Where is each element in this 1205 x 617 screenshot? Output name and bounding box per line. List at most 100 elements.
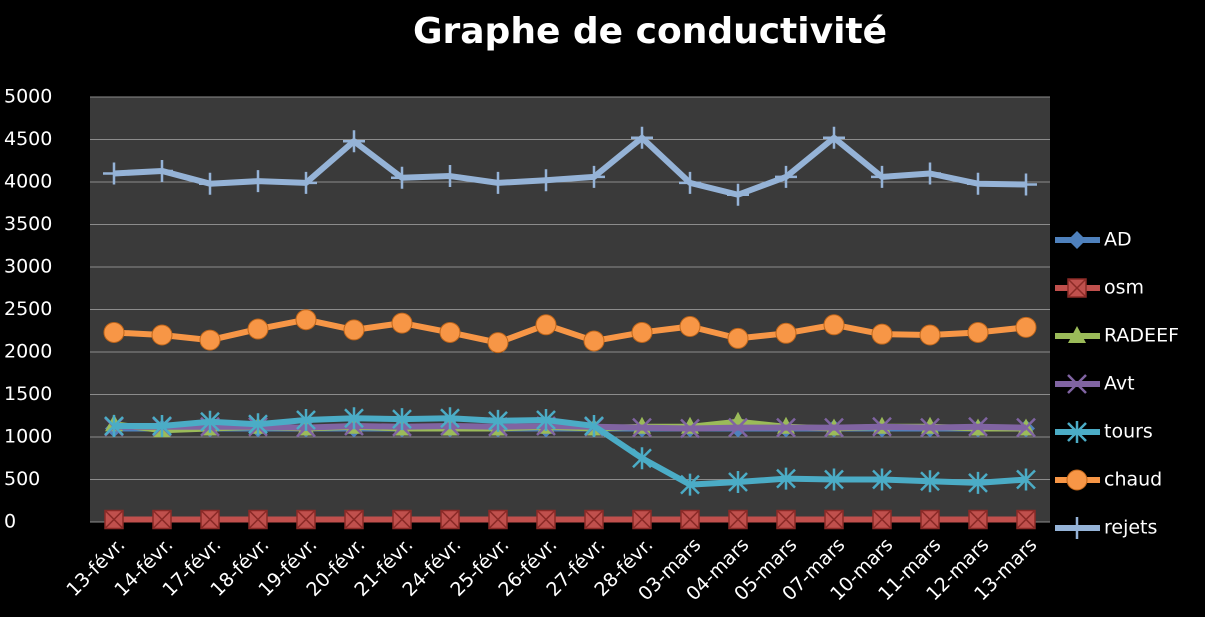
y-tick-label: 1000	[4, 426, 52, 448]
marker	[1016, 417, 1036, 438]
marker	[920, 470, 940, 493]
marker	[440, 407, 460, 430]
marker	[1067, 278, 1087, 298]
marker	[679, 316, 701, 337]
marker	[103, 162, 125, 185]
marker	[1066, 517, 1088, 539]
marker	[919, 324, 941, 346]
marker	[1015, 173, 1037, 196]
y-tick-label: 500	[4, 468, 40, 490]
marker	[631, 126, 653, 149]
marker	[391, 166, 413, 189]
marker	[104, 414, 124, 437]
marker	[200, 410, 220, 433]
y-tick-label: 5000	[4, 86, 52, 108]
marker	[247, 318, 269, 340]
marker	[824, 509, 844, 530]
marker	[151, 159, 173, 182]
series-line	[114, 415, 1027, 488]
marker	[680, 418, 700, 439]
marker	[344, 407, 364, 430]
legend-label: Avt	[1104, 373, 1135, 395]
marker	[871, 323, 893, 345]
marker	[775, 322, 797, 344]
marker	[487, 171, 509, 194]
marker	[1066, 469, 1088, 491]
y-tick-label: 3000	[4, 256, 52, 278]
marker	[296, 509, 316, 530]
y-tick-label: 2000	[4, 341, 52, 363]
marker	[872, 416, 892, 437]
marker	[1015, 316, 1037, 338]
y-tick-label: 4500	[4, 128, 52, 150]
marker	[103, 321, 125, 343]
y-tick-label: 2500	[4, 298, 52, 320]
marker	[920, 417, 940, 438]
marker	[824, 468, 844, 491]
marker	[1068, 326, 1086, 343]
marker	[535, 169, 557, 192]
marker	[632, 417, 652, 438]
marker	[392, 408, 412, 431]
y-tick-label: 0	[4, 511, 16, 533]
marker	[536, 509, 556, 530]
marker	[151, 324, 173, 346]
marker	[343, 130, 365, 153]
marker	[487, 332, 509, 354]
marker	[680, 509, 700, 530]
marker	[919, 162, 941, 185]
marker	[248, 413, 268, 436]
marker	[968, 509, 988, 530]
marker	[199, 172, 221, 195]
marker	[728, 471, 748, 494]
marker	[584, 509, 604, 530]
marker	[920, 509, 940, 530]
marker	[872, 468, 892, 491]
marker	[248, 509, 268, 530]
marker	[247, 170, 269, 193]
marker	[535, 314, 557, 336]
marker	[344, 509, 364, 530]
chart-title: Graphe de conductivité	[413, 11, 887, 52]
marker	[824, 417, 844, 438]
marker	[871, 165, 893, 188]
marker	[536, 409, 556, 431]
marker	[1068, 231, 1086, 249]
legend-label: rejets	[1104, 517, 1157, 539]
legend-label: tours	[1104, 421, 1153, 443]
marker	[727, 327, 749, 349]
marker	[488, 409, 508, 432]
marker	[439, 165, 461, 188]
marker	[392, 509, 412, 530]
y-tick-label: 1500	[4, 383, 52, 405]
series-line	[114, 422, 1027, 432]
marker	[631, 321, 653, 343]
marker	[391, 312, 413, 334]
marker	[728, 509, 748, 530]
marker	[680, 473, 700, 496]
marker	[199, 329, 221, 351]
marker	[1016, 468, 1036, 491]
marker	[728, 417, 748, 438]
legend-label: AD	[1104, 229, 1132, 251]
marker	[583, 330, 605, 352]
y-tick-label: 4000	[4, 171, 52, 193]
marker	[584, 414, 604, 437]
marker	[439, 321, 461, 343]
marker	[200, 509, 220, 530]
marker	[440, 509, 460, 530]
marker	[967, 172, 989, 195]
marker	[776, 417, 796, 438]
legend-label: RADEEF	[1104, 325, 1179, 347]
marker	[727, 183, 749, 206]
marker	[968, 471, 988, 494]
marker	[632, 509, 652, 530]
marker	[872, 509, 892, 530]
marker	[104, 509, 124, 530]
marker	[968, 416, 988, 437]
marker	[632, 447, 652, 470]
marker	[152, 414, 172, 437]
y-tick-label: 3500	[4, 213, 52, 235]
marker	[295, 309, 317, 331]
